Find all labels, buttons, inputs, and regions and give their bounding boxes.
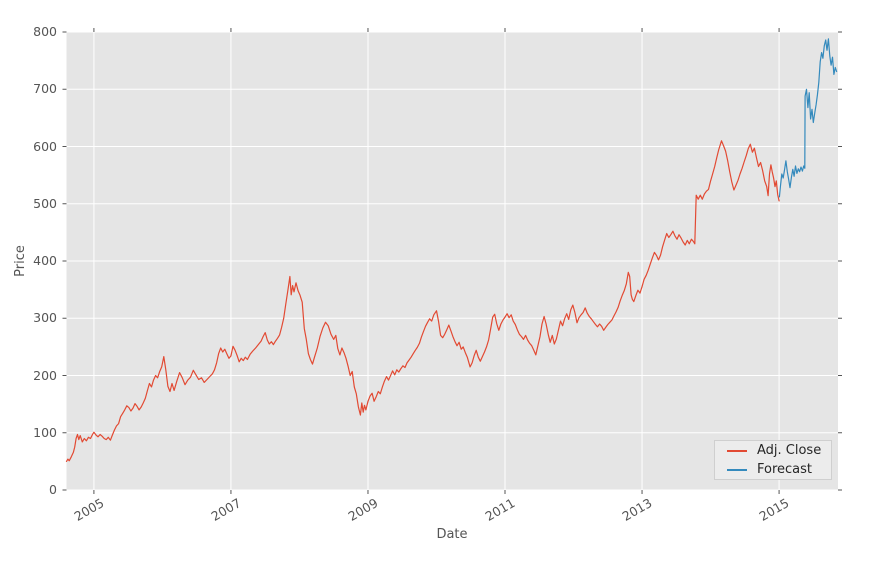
y-tick-label: 300 — [33, 310, 57, 326]
series-line-1 — [778, 38, 838, 198]
y-tick-label: 800 — [33, 24, 57, 39]
legend: Adj. Close Forecast — [714, 440, 832, 480]
y-tick-label: 200 — [33, 367, 57, 383]
y-tick-label: 700 — [33, 81, 57, 97]
adj-close-line-swatch — [727, 449, 747, 452]
legend-label-adj-close: Adj. Close — [757, 442, 822, 458]
y-tick-label: 0 — [49, 482, 57, 497]
forecast-line-swatch — [727, 468, 747, 471]
legend-label-forecast: Forecast — [757, 461, 813, 477]
y-tick-label: 400 — [33, 253, 57, 268]
y-tick-label: 500 — [33, 195, 57, 211]
series-line-0 — [65, 140, 780, 462]
legend-item-forecast: Forecast — [715, 462, 831, 478]
y-tick-label: 600 — [33, 138, 57, 154]
y-tick-label: 100 — [33, 424, 57, 440]
x-axis-label: Date — [436, 527, 468, 542]
legend-item-adj-close: Adj. Close — [715, 443, 831, 459]
